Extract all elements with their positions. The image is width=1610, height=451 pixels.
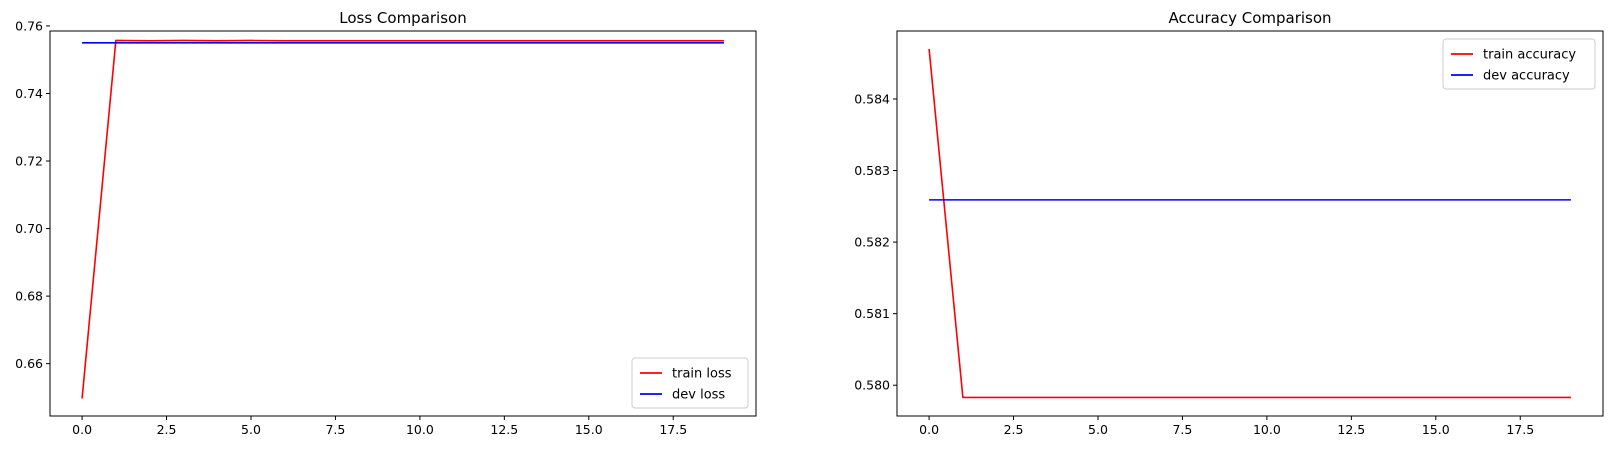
legend-label: train accuracy xyxy=(1483,48,1576,63)
y-tick-label: 0.70 xyxy=(15,221,43,236)
x-tick-label: 12.5 xyxy=(490,422,518,437)
x-tick-label: 15.0 xyxy=(1422,422,1450,437)
x-tick-label: 17.5 xyxy=(659,422,687,437)
x-tick-label: 0.0 xyxy=(919,422,939,437)
y-tick-label: 0.74 xyxy=(15,86,43,101)
x-tick-label: 5.0 xyxy=(241,422,261,437)
y-tick-label: 0.582 xyxy=(854,235,890,250)
x-tick-label: 2.5 xyxy=(157,422,177,437)
x-tick-label: 10.0 xyxy=(406,422,434,437)
x-tick-label: 12.5 xyxy=(1337,422,1365,437)
legend: train accuracy dev accuracy xyxy=(1442,38,1596,90)
chart-title: Accuracy Comparison xyxy=(1168,9,1331,27)
x-tick-label: 5.0 xyxy=(1088,422,1108,437)
y-tick-label: 0.76 xyxy=(15,18,43,33)
x-tick-label: 15.0 xyxy=(575,422,603,437)
x-tick-label: 7.5 xyxy=(325,422,345,437)
y-tick-label: 0.581 xyxy=(854,306,890,321)
x-tick-label: 2.5 xyxy=(1004,422,1024,437)
series-line-train-accuracy xyxy=(928,48,1571,399)
x-tick-label: 17.5 xyxy=(1506,422,1534,437)
series-line-train-loss xyxy=(81,39,724,399)
axes-frame xyxy=(896,30,1604,417)
legend-label: train loss xyxy=(672,367,732,382)
legend-label: dev accuracy xyxy=(1483,69,1570,84)
legend-label: dev loss xyxy=(672,388,725,403)
y-tick-label: 0.66 xyxy=(15,356,43,371)
legend-box xyxy=(1442,38,1596,90)
chart-accuracy: Accuracy Comparison 0.0 2.5 5.0 7.5 10.0 12.5 1… xyxy=(854,9,1604,437)
x-tick-label: 7.5 xyxy=(1172,422,1192,437)
axes-frame xyxy=(49,30,757,417)
x-tick-label: 10.0 xyxy=(1253,422,1281,437)
y-tick-label: 0.580 xyxy=(854,378,890,393)
y-tick-label: 0.68 xyxy=(15,289,43,304)
legend: train loss dev loss xyxy=(631,357,749,409)
y-tick-label: 0.584 xyxy=(854,91,890,106)
legend-box xyxy=(631,357,749,409)
x-tick-label: 0.0 xyxy=(72,422,92,437)
y-tick-label: 0.583 xyxy=(854,163,890,178)
chart-title: Loss Comparison xyxy=(339,9,466,27)
chart-loss: Loss Comparison 0.0 2.5 5.0 7.5 10.0 12.5 15.0 1… xyxy=(15,9,757,437)
y-tick-label: 0.72 xyxy=(15,154,43,169)
